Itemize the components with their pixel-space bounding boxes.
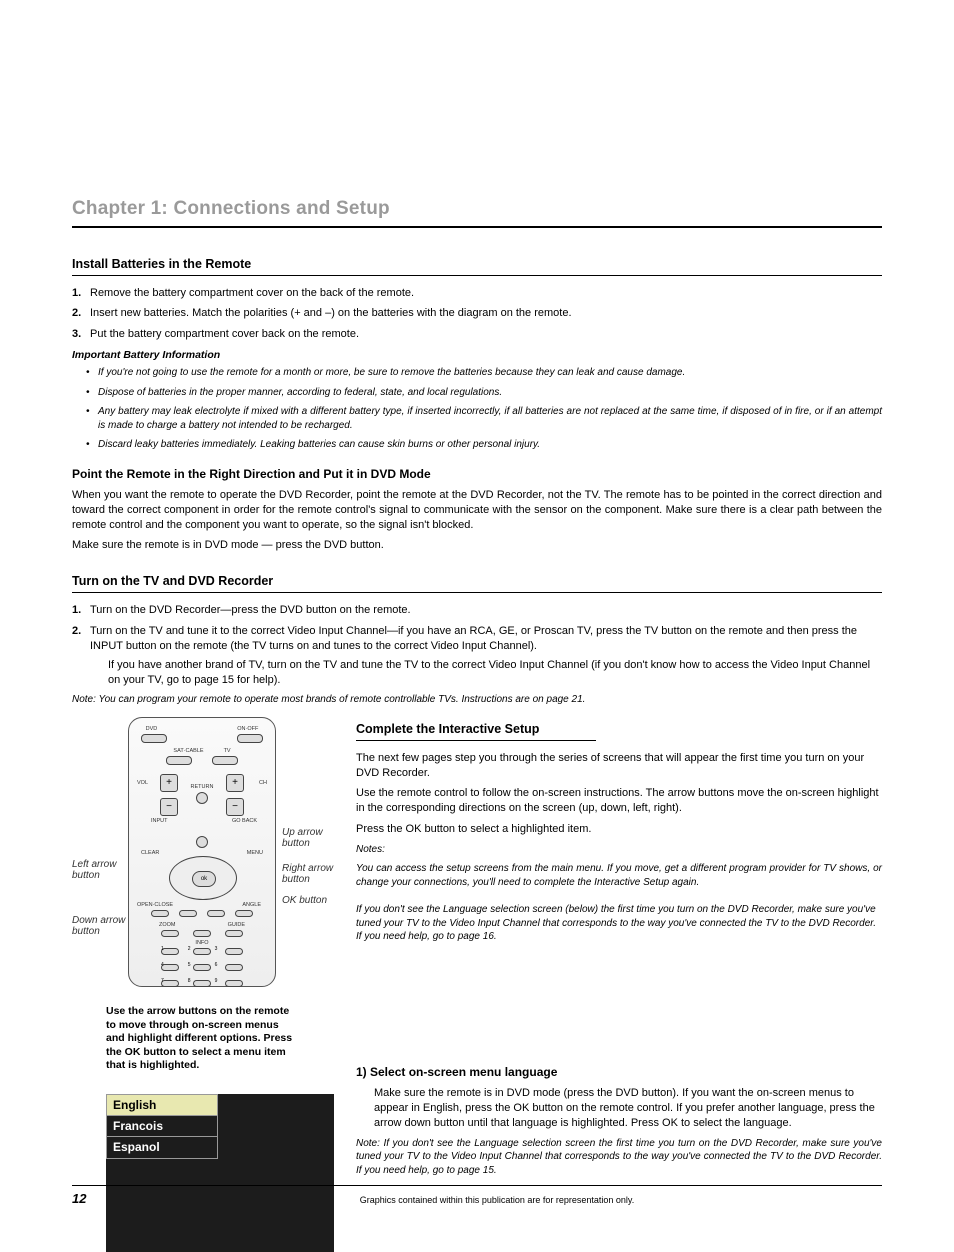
callout-down-arrow: Down arrow button [72,915,126,937]
install-steps: 1.Remove the battery compartment cover o… [72,286,882,343]
footer-text: Graphics contained within this publicati… [112,1194,882,1206]
paragraph: Press the OK button to select a highligh… [356,822,882,837]
callout-up-arrow: Up arrow button [282,827,338,849]
battery-info-heading: Important Battery Information [72,348,882,362]
list-item: 1.Remove the battery compartment cover o… [72,286,882,301]
lang-option-espanol: Espanol [106,1136,218,1158]
battery-info-list: If you're not going to use the remote fo… [72,366,882,452]
section-install-batteries: Install Batteries in the Remote [72,256,882,276]
paragraph: Make sure the remote is in DVD mode — pr… [72,538,882,553]
step1-heading: 1) Select on-screen menu language [356,1064,882,1080]
right-column: Complete the Interactive Setup The next … [356,717,882,1252]
remote-illustration: DVDON·OFF SAT·CABLETV ++ VOL CH RETURN −… [72,717,332,997]
page-content: Chapter 1: Connections and Setup Install… [72,196,882,1252]
note: Note: You can program your remote to ope… [72,693,882,707]
note: If you don't see the Language selection … [356,903,882,944]
note: Note: If you don't see the Language sele… [356,1137,882,1178]
page-footer: 12 Graphics contained within this public… [72,1185,882,1208]
callout-left-arrow: Left arrow button [72,859,122,881]
chapter-title: Chapter 1: Connections and Setup [72,196,882,228]
list-item: If you're not going to use the remote fo… [72,366,882,380]
callout-right-arrow: Right arrow button [282,863,338,885]
turn-on-steps: 1.Turn on the DVD Recorder—press the DVD… [72,603,882,687]
notes-label: Notes: [356,843,882,857]
list-item: 3.Put the battery compartment cover back… [72,327,882,342]
lang-option-english: English [106,1094,218,1116]
language-screen: English Francois Espanol [106,1094,334,1252]
section-turn-on: Turn on the TV and DVD Recorder [72,573,882,593]
list-item: 1.Turn on the DVD Recorder—press the DVD… [72,603,882,618]
paragraph: The next few pages step you through the … [356,751,882,781]
list-item: Any battery may leak electrolyte if mixe… [72,405,882,432]
point-remote-heading: Point the Remote in the Right Direction … [72,466,882,482]
paragraph: When you want the remote to operate the … [72,488,882,533]
page-number: 12 [72,1190,112,1208]
list-item: Discard leaky batteries immediately. Lea… [72,438,882,452]
paragraph: Use the remote control to follow the on-… [356,786,882,816]
lang-option-francois: Francois [106,1115,218,1137]
remote-caption: Use the arrow buttons on the remote to m… [72,1005,332,1073]
list-item: Dispose of batteries in the proper manne… [72,386,882,400]
note: You can access the setup screens from th… [356,862,882,889]
left-column: DVDON·OFF SAT·CABLETV ++ VOL CH RETURN −… [72,717,332,1252]
list-item: 2.Insert new batteries. Match the polari… [72,306,882,321]
list-item: 2.Turn on the TV and tune it to the corr… [72,624,882,687]
paragraph: Make sure the remote is in DVD mode (pre… [356,1086,882,1131]
section-interactive-setup: Complete the Interactive Setup [356,721,596,741]
callout-ok: OK button [282,895,338,906]
